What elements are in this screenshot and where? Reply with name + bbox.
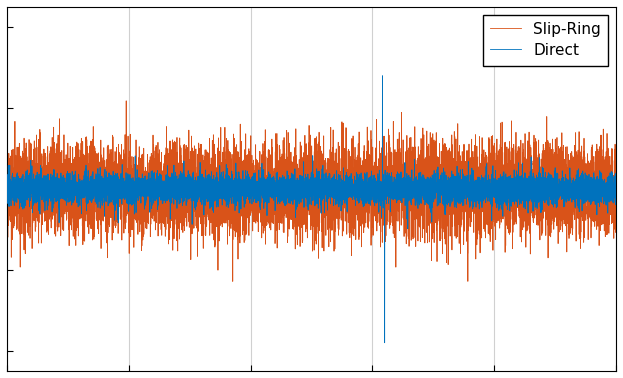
Direct xyxy=(29,195,36,199)
Slip-Ring xyxy=(229,279,237,284)
Slip-Ring xyxy=(580,178,587,183)
Slip-Ring xyxy=(123,99,130,103)
Direct xyxy=(301,204,308,208)
Direct xyxy=(6,184,14,189)
Direct xyxy=(381,341,388,345)
Slip-Ring xyxy=(123,164,130,169)
Slip-Ring xyxy=(612,215,620,219)
Direct xyxy=(123,184,130,189)
Slip-Ring xyxy=(6,172,14,176)
Direct xyxy=(379,73,386,78)
Slip-Ring xyxy=(40,180,47,184)
Line: Direct: Direct xyxy=(7,76,616,343)
Legend: Slip-Ring, Direct: Slip-Ring, Direct xyxy=(483,15,609,66)
Direct xyxy=(580,189,587,193)
Slip-Ring xyxy=(3,239,11,244)
Slip-Ring xyxy=(29,172,36,177)
Direct xyxy=(612,182,620,186)
Slip-Ring xyxy=(301,205,308,210)
Direct xyxy=(40,189,47,193)
Line: Slip-Ring: Slip-Ring xyxy=(7,101,616,281)
Direct xyxy=(3,188,11,193)
